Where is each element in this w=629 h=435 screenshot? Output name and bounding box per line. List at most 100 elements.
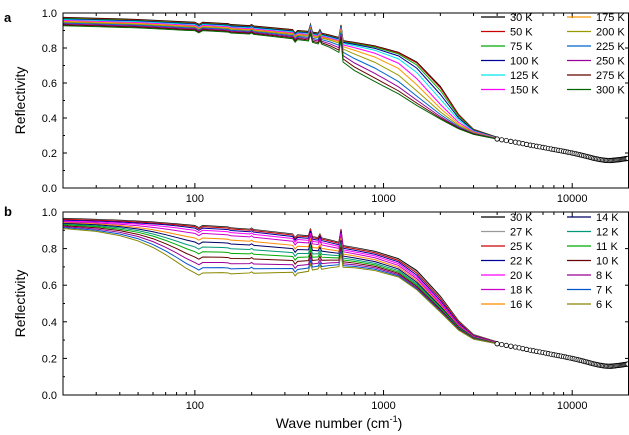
legend-item: 30 K xyxy=(481,12,533,24)
legend-item: 300 K xyxy=(567,85,625,97)
legend: 30 K 50 K 75 K 100 K 125 K 150 K 175 K 200 K 225… xyxy=(481,12,625,97)
legend-item: 25 K xyxy=(481,241,533,253)
legend-label: 100 K xyxy=(510,56,539,68)
y-tick-label: 0.4 xyxy=(42,113,57,125)
y-tick-label: 0.6 xyxy=(42,78,57,90)
y-tick-label: 0.8 xyxy=(42,43,57,55)
tail-markers xyxy=(494,341,629,369)
y-tick-label: 1.0 xyxy=(42,8,57,20)
plot-frame xyxy=(62,12,629,189)
legend-label: 16 K xyxy=(510,299,533,311)
y-tick-label: 0.0 xyxy=(42,183,57,195)
series-line-27k xyxy=(63,218,629,367)
x-axis-label-sup: -1 xyxy=(390,414,398,424)
panel-letter-b: b xyxy=(4,204,12,219)
x-tick-label: 1000 xyxy=(371,400,395,412)
y-axis-label: Reflectivity xyxy=(12,67,28,135)
legend-item: 10 K xyxy=(567,256,619,268)
legend: 30 K 27 K 25 K 22 K 20 K 18 K 16 K 14 K 12 K 11 K… xyxy=(481,212,619,311)
legend-item: 75 K xyxy=(481,41,533,53)
y-axis-label: Reflectivity xyxy=(12,270,28,338)
tail-marker xyxy=(494,341,500,347)
panel-b: b Reflectivity 0.0 0.2 0.4 0.6 0.8 1.0 100 1000 10… xyxy=(4,204,629,412)
legend-label: 250 K xyxy=(596,56,625,68)
legend-label: 14 K xyxy=(596,212,619,224)
x-tick-label: 10000 xyxy=(557,193,588,205)
legend-item: 225 K xyxy=(567,41,625,53)
legend-item: 18 K xyxy=(481,285,533,297)
y-tick-label: 0.6 xyxy=(42,280,57,292)
legend-item: 27 K xyxy=(481,227,533,239)
series-line-30k xyxy=(63,16,629,162)
x-tick-label: 100 xyxy=(186,400,204,412)
legend-item: 14 K xyxy=(567,212,619,224)
legend-label: 275 K xyxy=(596,70,625,82)
series-lines xyxy=(63,16,629,162)
series-line-25k xyxy=(63,218,629,367)
legend-label: 25 K xyxy=(510,241,533,253)
legend-item: 200 K xyxy=(567,27,625,39)
legend-label: 7 K xyxy=(596,285,613,297)
x-axis-label: Wave number (cm-1) xyxy=(276,414,403,431)
series-line-30k xyxy=(63,217,629,367)
legend-label: 300 K xyxy=(596,85,625,97)
legend-label: 75 K xyxy=(510,41,533,53)
x-axis-label-text: Wave number (cm xyxy=(276,415,390,431)
legend-label: 175 K xyxy=(596,12,625,24)
legend-item: 125 K xyxy=(481,70,539,82)
legend-item: 22 K xyxy=(481,256,533,268)
legend-label: 11 K xyxy=(596,241,618,253)
tail-marker xyxy=(499,341,505,348)
legend-item: 12 K xyxy=(567,227,619,239)
tail-marker xyxy=(508,138,514,144)
legend-item: 250 K xyxy=(567,56,625,68)
x-tick-label: 1000 xyxy=(371,193,395,205)
legend-item: 8 K xyxy=(567,270,613,282)
panel-letter-a: a xyxy=(4,10,12,25)
panel-a: a Reflectivity 0.0 0.2 0.4 0.6 0.8 1.0 100 1000 10… xyxy=(4,8,629,205)
legend-label: 30 K xyxy=(510,212,533,224)
series-line-16k xyxy=(63,222,629,367)
legend-label: 200 K xyxy=(596,27,625,39)
legend-label: 12 K xyxy=(596,227,619,239)
y-tick-label: 1.0 xyxy=(42,207,57,219)
legend-label: 125 K xyxy=(510,70,539,82)
tail-marker xyxy=(503,342,509,349)
legend-label: 50 K xyxy=(510,27,533,39)
legend-label: 150 K xyxy=(510,85,539,97)
series-line-18k xyxy=(63,221,629,367)
legend-label: 27 K xyxy=(510,227,533,239)
legend-label: 18 K xyxy=(510,285,533,297)
x-axis-label-close: ) xyxy=(398,415,403,431)
legend-item: 30 K xyxy=(481,212,533,224)
legend-item: 175 K xyxy=(567,12,625,24)
y-tick-label: 0.8 xyxy=(42,244,57,256)
legend-item: 50 K xyxy=(481,27,533,39)
series-lines xyxy=(63,217,629,367)
legend-label: 8 K xyxy=(596,270,613,282)
legend-label: 225 K xyxy=(596,41,625,53)
legend-item: 20 K xyxy=(481,270,533,282)
legend-item: 7 K xyxy=(567,285,613,297)
legend-item: 6 K xyxy=(567,299,613,311)
legend-item: 11 K xyxy=(567,241,618,253)
tail-markers xyxy=(494,136,629,164)
x-tick-label: 10000 xyxy=(557,400,588,412)
tail-marker xyxy=(503,137,509,144)
legend-item: 16 K xyxy=(481,299,533,311)
x-tick-label: 100 xyxy=(186,193,204,205)
y-tick-label: 0.0 xyxy=(42,390,57,402)
legend-label: 22 K xyxy=(510,256,533,268)
legend-item: 150 K xyxy=(481,85,539,97)
y-tick-label: 0.2 xyxy=(42,353,57,365)
tail-marker xyxy=(508,343,514,349)
series-line-75k xyxy=(63,17,629,162)
series-line-100k xyxy=(63,18,629,162)
tail-marker xyxy=(494,136,500,142)
series-line-50k xyxy=(63,17,629,162)
legend-label: 6 K xyxy=(596,299,613,311)
legend-item: 100 K xyxy=(481,56,539,68)
legend-label: 10 K xyxy=(596,256,619,268)
y-tick-label: 0.2 xyxy=(42,148,57,160)
